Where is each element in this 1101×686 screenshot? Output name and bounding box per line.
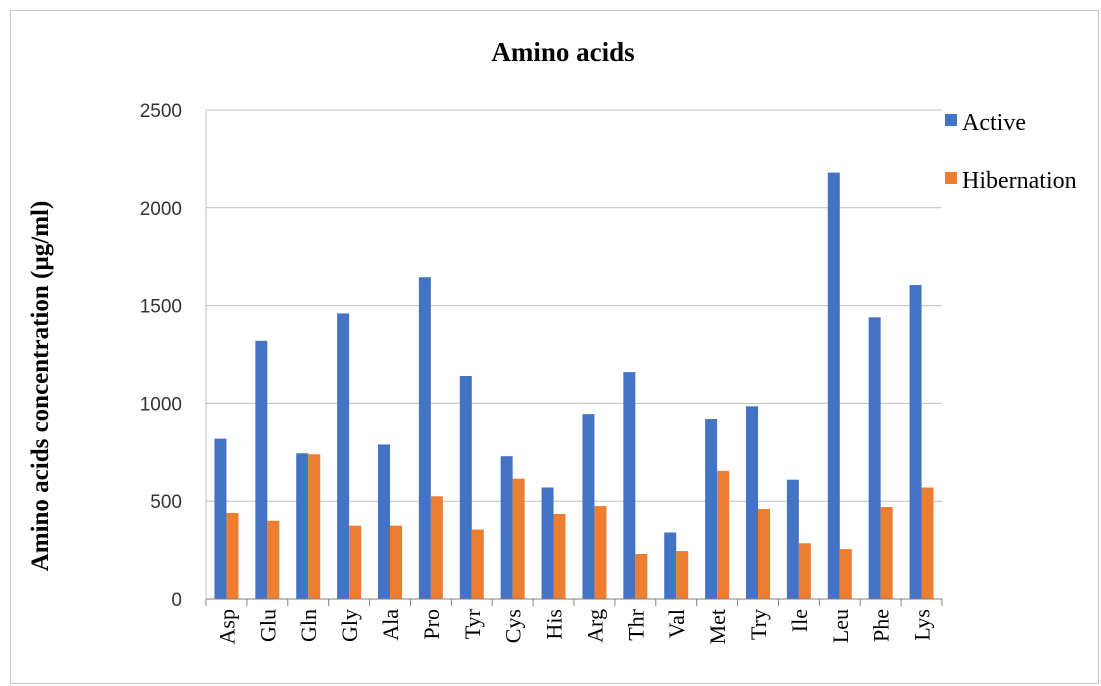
- x-tick-label: Gln: [296, 609, 321, 642]
- x-tick-label: Phe: [869, 609, 894, 642]
- y-tick-label: 500: [150, 492, 182, 513]
- bar-active-arg: [582, 414, 595, 599]
- y-tick-label: 2000: [140, 199, 182, 220]
- bar-hibernation-gly: [349, 525, 362, 599]
- bars: [214, 172, 934, 600]
- bar-active-ile: [786, 479, 799, 599]
- bar-active-ala: [378, 444, 390, 599]
- x-tick-label: Try: [746, 609, 771, 640]
- y-tick-labels: 0 500 1000 1500 2000 2500: [140, 101, 182, 611]
- bar-hibernation-cys: [512, 478, 525, 599]
- bar-active-his: [541, 487, 554, 599]
- bar-active-phe: [868, 317, 881, 599]
- bar-hibernation-val: [676, 551, 689, 599]
- x-tick-label: Tyr: [460, 608, 485, 639]
- x-tick-label: His: [542, 609, 567, 640]
- x-tick-label: Pro: [419, 609, 444, 640]
- legend-swatch-active: [945, 114, 957, 126]
- bar-active-tyr: [459, 376, 472, 599]
- x-tick-label: Val: [664, 609, 689, 638]
- x-tick-label: Thr: [623, 608, 648, 640]
- legend-label-active: Active: [962, 110, 1026, 136]
- bar-hibernation-glu: [267, 520, 280, 599]
- x-tick-label: Gly: [337, 609, 362, 642]
- bar-active-cys: [500, 456, 513, 599]
- legend-swatch-hibernation: [945, 172, 957, 184]
- x-tick-label: Glu: [255, 609, 280, 642]
- y-tick-label: 1500: [140, 297, 182, 318]
- x-tick-label: Leu: [828, 609, 853, 643]
- y-axis-label: Amino acids concentration (µg/ml): [27, 201, 54, 572]
- bar-active-val: [664, 532, 677, 599]
- bar-active-glu: [255, 340, 268, 599]
- bar-active-gln: [296, 453, 309, 599]
- x-tick-label: Asp: [214, 609, 239, 644]
- bar-active-lys: [909, 285, 922, 599]
- x-tick-labels: Asp Glu Gln Gly Ala Pro Tyr Cys His Arg Thr Val Met T…: [214, 608, 934, 644]
- legend-label-hibernation: Hibernation: [962, 168, 1077, 194]
- x-tick-label: Ala: [378, 609, 403, 641]
- bar-hibernation-his: [553, 513, 566, 599]
- x-tick-label: Arg: [582, 609, 607, 643]
- bar-hibernation-met: [717, 470, 730, 599]
- y-tick-label: 1000: [140, 394, 182, 415]
- x-tick-label: Lys: [910, 609, 935, 641]
- y-tick-label: 2500: [140, 101, 182, 122]
- bar-hibernation-tyr: [471, 529, 484, 599]
- bar-hibernation-ala: [390, 525, 402, 599]
- gridlines: [206, 109, 942, 502]
- legend: Active Hibernation: [945, 110, 1077, 194]
- chart-title: Amino acids: [491, 37, 634, 67]
- bar-active-pro: [418, 277, 431, 599]
- y-tick-label: 0: [171, 590, 182, 611]
- bar-hibernation-leu: [839, 549, 852, 599]
- bar-active-gly: [337, 313, 350, 599]
- bar-hibernation-asp: [226, 512, 239, 599]
- bar-hibernation-lys: [921, 487, 934, 599]
- bar-active-met: [705, 419, 718, 599]
- bar-hibernation-try: [758, 509, 770, 599]
- bar-hibernation-phe: [880, 507, 893, 599]
- x-tick-label: Met: [705, 609, 730, 644]
- bar-hibernation-thr: [635, 554, 648, 599]
- x-tick-label: Cys: [501, 609, 526, 643]
- bar-hibernation-arg: [594, 506, 607, 599]
- bar-active-asp: [214, 438, 227, 599]
- bar-hibernation-ile: [798, 543, 811, 599]
- bar-active-try: [746, 406, 758, 599]
- bar-active-leu: [827, 172, 840, 600]
- bar-hibernation-gln: [308, 454, 321, 599]
- bar-active-thr: [623, 372, 636, 599]
- bar-hibernation-pro: [430, 496, 443, 599]
- axes: [205, 110, 943, 606]
- x-tick-label: Ile: [787, 609, 812, 632]
